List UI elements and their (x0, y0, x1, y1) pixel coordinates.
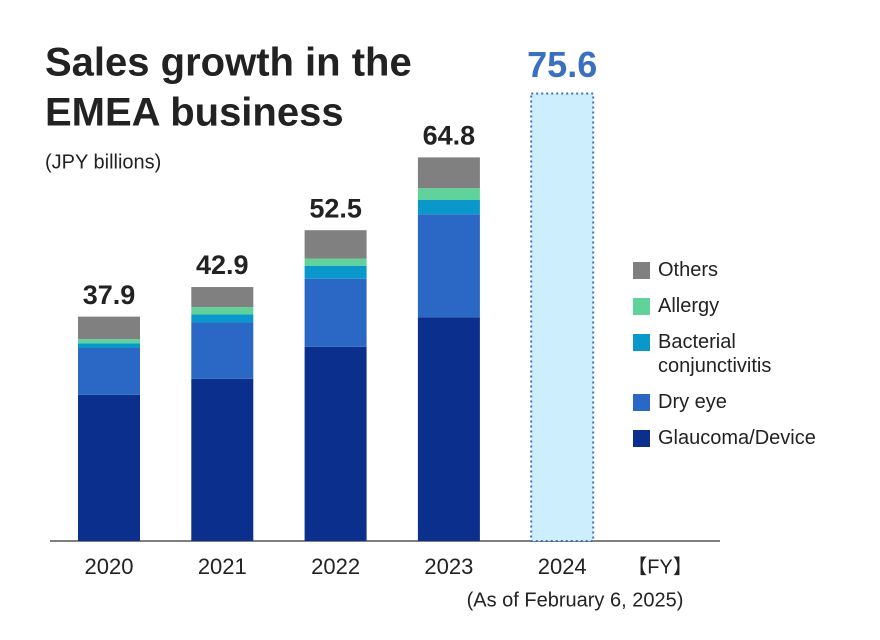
bar-segment (191, 287, 254, 308)
bar-segment (78, 348, 140, 395)
total-label: 42.9 (196, 250, 249, 280)
chart-title: Sales growth in the (45, 41, 412, 85)
legend-item: Bacterial conjunctivitis (633, 330, 863, 378)
total-label: 37.9 (83, 280, 136, 310)
legend-swatch (633, 430, 650, 447)
bar-segment (304, 265, 367, 279)
legend-swatch (633, 262, 650, 279)
legend-swatch (633, 334, 650, 351)
x-tick-label: 2022 (311, 554, 360, 579)
legend-label: Allergy (658, 295, 720, 317)
bar-segment (417, 317, 480, 541)
x-tick-label: 2023 (424, 554, 473, 579)
bar-segment (78, 316, 140, 340)
legend-label: Bacterial conjunctivitis (658, 331, 772, 377)
bar-segment (417, 214, 480, 318)
x-tick-label: 2021 (198, 554, 247, 579)
bar-segment (304, 258, 367, 266)
bar-segment (191, 314, 254, 323)
bar-segment (417, 200, 480, 215)
legend-swatch (633, 298, 650, 315)
bar-segment (78, 339, 140, 344)
bar-segment (191, 378, 254, 541)
chart-title: EMEA business (45, 91, 344, 135)
x-unit: 【FY】 (627, 556, 693, 578)
bar-segment (304, 346, 367, 541)
bar-segment (191, 307, 254, 315)
bar-segment (417, 157, 480, 189)
total-label: 75.6 (527, 44, 597, 85)
subtitle: (JPY billions) (45, 151, 161, 173)
legend-item: Others (633, 258, 863, 282)
legend-label: Others (658, 259, 719, 281)
legend-label: Dry eye (658, 391, 727, 413)
total-label: 52.5 (309, 193, 362, 223)
bar-segment (304, 230, 367, 259)
legend: Others Allergy Bacterial conjunctivitis Dry… (633, 258, 863, 462)
legend-item: Allergy (633, 294, 863, 318)
note: (As of February 6, 2025) (467, 589, 684, 611)
legend-swatch (633, 394, 650, 411)
bar-segment (78, 343, 140, 349)
x-tick-label: 2020 (85, 554, 134, 579)
bar-segment (417, 188, 480, 201)
legend-item: Glaucoma/Device (633, 426, 863, 450)
legend-label: Glaucoma/Device (658, 427, 816, 449)
x-tick-label: 2024 (538, 554, 587, 579)
bar-segment (191, 322, 254, 379)
total-label: 64.8 (423, 121, 476, 151)
forecast-bar (530, 92, 595, 542)
legend-item: Dry eye (633, 390, 863, 414)
bar-segment (78, 394, 140, 541)
bar-segment (304, 278, 367, 347)
